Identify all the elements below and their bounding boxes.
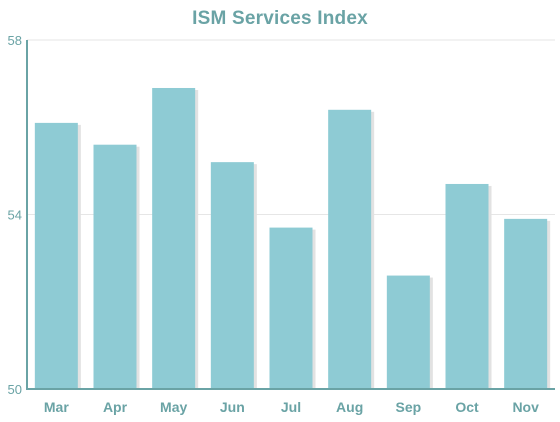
axes	[26, 40, 555, 390]
y-tick-label: 50	[8, 382, 22, 397]
bar	[93, 144, 137, 389]
bar	[152, 87, 196, 390]
x-tick-label: Jun	[220, 399, 245, 415]
bar	[328, 109, 372, 390]
x-tick-labels: Mar Apr May Jun Jul Aug Sep Oct Nov	[44, 399, 539, 415]
bar	[34, 122, 78, 389]
x-tick-label: Oct	[455, 399, 479, 415]
y-tick-labels: 50 54 58	[8, 33, 22, 397]
bars	[34, 87, 548, 390]
bar	[445, 183, 489, 389]
chart-title: ISM Services Index	[192, 8, 368, 29]
x-tick-label: Aug	[336, 399, 363, 415]
x-tick-label: Apr	[103, 399, 128, 415]
x-tick-label: Sep	[395, 399, 421, 415]
x-tick-label: Nov	[512, 399, 539, 415]
x-tick-label: May	[160, 399, 187, 415]
y-tick-label: 58	[8, 33, 22, 48]
x-tick-label: Jul	[281, 399, 301, 415]
bar	[504, 218, 548, 389]
bar	[210, 162, 254, 389]
y-tick-label: 54	[8, 208, 22, 223]
x-tick-label: Mar	[44, 399, 69, 415]
bar	[386, 275, 430, 389]
bar	[269, 227, 313, 389]
